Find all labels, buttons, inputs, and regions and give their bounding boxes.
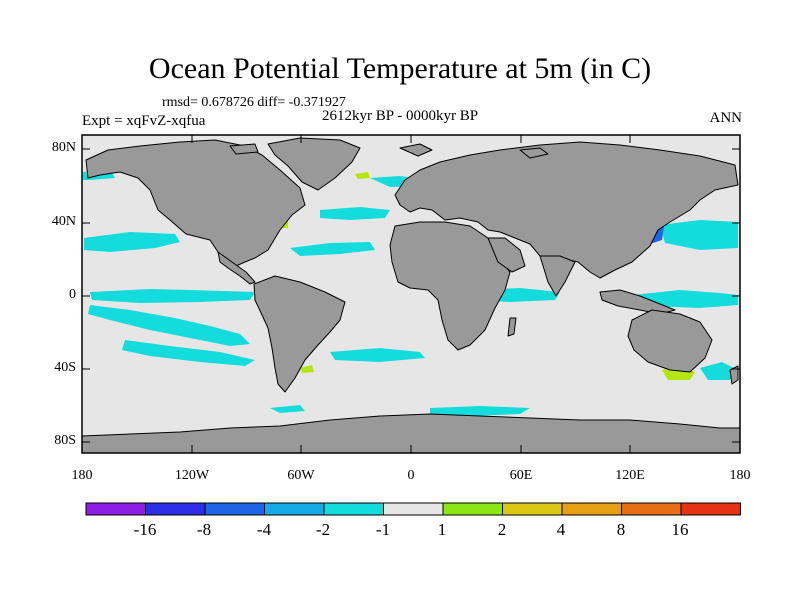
x-axis-ticks <box>81 135 741 453</box>
colorbar-label: 4 <box>556 520 566 539</box>
experiment-label: Expt = xqFvZ-xqfua <box>82 113 206 129</box>
greenland <box>267 137 361 191</box>
anomaly-patch <box>90 289 255 303</box>
africa <box>389 221 511 351</box>
colorbar-label: -16 <box>133 520 157 539</box>
y-axis-label: 40N <box>51 214 76 229</box>
x-axis-label: 60E <box>509 468 533 483</box>
anomaly-patch <box>300 365 314 373</box>
anomaly-patch <box>270 405 305 413</box>
rmsd-diff-stats: rmsd= 0.678726 diff= -0.371927 <box>162 95 346 110</box>
x-axis-label: 120E <box>615 468 645 483</box>
anomaly-patch <box>430 406 530 416</box>
anomaly-patch <box>122 340 255 366</box>
y-axis-label: 0 <box>69 287 76 302</box>
arctic-islands <box>519 147 549 159</box>
colorbar-swatch <box>502 502 563 516</box>
anomaly-patch <box>700 362 738 380</box>
anomaly-patch <box>660 220 738 250</box>
indian-subcontinent <box>539 255 576 297</box>
anomaly-patch <box>290 242 375 256</box>
season-label: ANN <box>709 110 743 126</box>
colorbar-swatch <box>561 502 622 516</box>
colorbar-label: 2 <box>497 520 507 539</box>
colorbar-swatch <box>204 502 265 516</box>
colorbar-swatch <box>383 502 444 516</box>
colorbar-swatch <box>680 502 741 516</box>
y-axis-ticks <box>82 148 740 443</box>
x-axis-label: 120W <box>174 468 210 483</box>
eurasia <box>394 141 739 279</box>
colorbar-swatch <box>264 502 325 516</box>
colorbar-label: -8 <box>196 520 212 539</box>
colorbar-label: 16 <box>671 520 689 539</box>
colorbar-swatch <box>621 502 682 516</box>
arctic-islands <box>399 143 433 157</box>
colorbar-label: -2 <box>315 520 331 539</box>
north-america <box>85 139 306 267</box>
cool-anomaly-regions <box>82 166 738 416</box>
arctic-islands <box>229 143 259 155</box>
x-axis-label: 180 <box>729 468 751 483</box>
central-america <box>217 251 256 285</box>
y-axis-label: 40S <box>54 360 76 375</box>
australia <box>627 309 713 373</box>
colorbar-label: -1 <box>375 520 391 539</box>
colorbar-swatch <box>145 502 206 516</box>
colorbar-label: 8 <box>616 520 626 539</box>
new-zealand <box>729 365 739 385</box>
plot-title: Ocean Potential Temperature at 5m (in C) <box>148 52 652 85</box>
anomaly-patch <box>355 172 370 179</box>
anomaly-patch <box>320 207 390 220</box>
anomaly-patch <box>84 232 180 252</box>
colorbar-label: -4 <box>256 520 272 539</box>
madagascar <box>507 317 517 337</box>
colorbar-swatch <box>442 502 503 516</box>
y-axis-label: 80S <box>54 433 76 448</box>
colorbar-swatch <box>85 502 146 516</box>
x-axis-label: 180 <box>71 468 93 483</box>
time-period-label: 2612kyr BP - 0000kyr BP <box>322 108 479 124</box>
arabian-peninsula <box>487 237 526 273</box>
land-masses <box>82 137 740 453</box>
colorbar <box>85 502 741 516</box>
x-axis-label: 0 <box>407 468 415 483</box>
colorbar-swatch <box>323 502 384 516</box>
antarctica <box>82 413 740 453</box>
anomaly-patch <box>330 348 425 362</box>
anomaly-patch <box>88 305 250 346</box>
colorbar-label: 1 <box>437 520 447 539</box>
y-axis-label: 80N <box>51 140 76 155</box>
south-america <box>253 275 346 393</box>
x-axis-label: 60W <box>287 468 315 483</box>
